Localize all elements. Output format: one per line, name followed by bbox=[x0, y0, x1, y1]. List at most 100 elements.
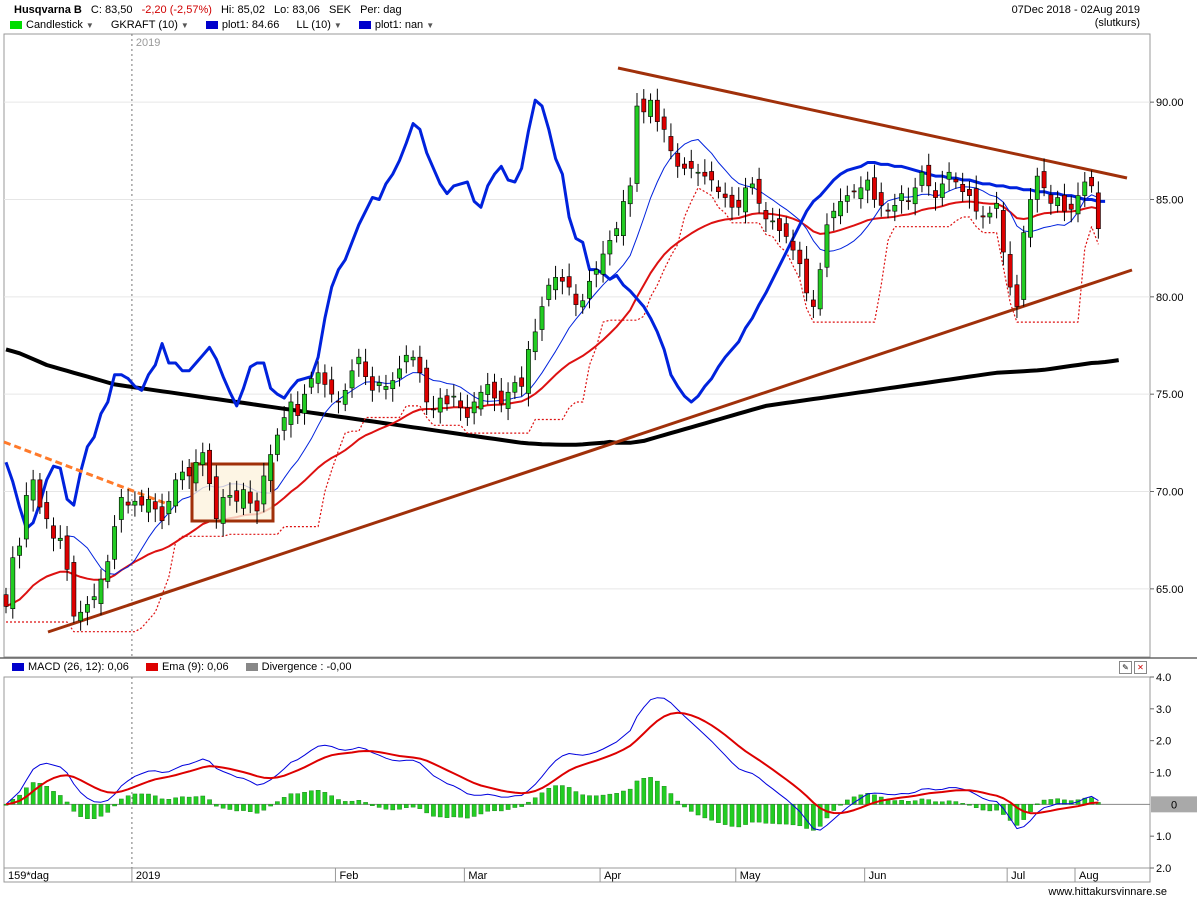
candle-body bbox=[912, 187, 918, 205]
macd-histogram-bar bbox=[750, 804, 755, 823]
candle bbox=[804, 246, 810, 302]
wrench-icon[interactable]: ✎ bbox=[1119, 661, 1132, 674]
candle-body bbox=[770, 220, 776, 223]
month-label: Jul bbox=[1011, 870, 1025, 882]
macd-histogram-bar bbox=[370, 804, 375, 806]
macd-histogram-bar bbox=[1048, 799, 1054, 805]
legend-ema[interactable]: Ema (9): 0,06 bbox=[145, 661, 229, 673]
candle-body bbox=[288, 401, 294, 425]
chevron-down-icon[interactable]: ▼ bbox=[85, 20, 94, 30]
candle-body bbox=[919, 171, 925, 186]
legend-plot1[interactable]: plot1: 84.66 bbox=[205, 19, 279, 31]
macd-histogram-bar bbox=[139, 793, 144, 805]
candle bbox=[1095, 181, 1101, 239]
candle-body bbox=[566, 276, 572, 288]
candle-body bbox=[1014, 284, 1020, 307]
candle bbox=[865, 171, 871, 204]
month-label: Feb bbox=[339, 870, 358, 882]
macd-histogram-bar bbox=[912, 800, 918, 805]
candle-body bbox=[614, 228, 620, 236]
candle-body bbox=[159, 506, 165, 522]
candle-body bbox=[933, 190, 938, 198]
candle-body bbox=[98, 578, 104, 604]
candle-body bbox=[844, 195, 850, 202]
macd-histogram-bar bbox=[397, 804, 402, 810]
macd-swatch bbox=[12, 663, 24, 672]
candle-body bbox=[1028, 199, 1033, 238]
macd-histogram-bar bbox=[512, 804, 518, 808]
legend-ll[interactable]: LL (10) ▼ bbox=[296, 19, 341, 31]
candle bbox=[288, 393, 294, 438]
candle bbox=[933, 182, 938, 211]
macd-histogram-bar bbox=[186, 796, 192, 805]
candle bbox=[885, 203, 891, 218]
legend-label: Ema (9): 0,06 bbox=[161, 661, 229, 673]
macd-histogram-bar bbox=[539, 792, 545, 805]
candle-body bbox=[437, 397, 443, 413]
candle bbox=[532, 318, 538, 361]
macd-histogram-bar bbox=[424, 804, 429, 814]
macd-histogram-bar bbox=[906, 801, 911, 805]
candle-body bbox=[878, 192, 884, 206]
candle bbox=[817, 262, 823, 316]
macd-histogram-bar bbox=[838, 804, 843, 806]
candle bbox=[159, 493, 165, 530]
candle-body bbox=[485, 384, 491, 395]
macd-histogram-bar bbox=[722, 804, 728, 825]
candle bbox=[336, 391, 341, 414]
candle-body bbox=[641, 98, 647, 113]
macd-histogram-bar bbox=[64, 801, 70, 805]
candle-body bbox=[926, 164, 932, 187]
candle bbox=[716, 180, 721, 199]
macd-histogram-bar bbox=[926, 799, 932, 805]
macd-tick-label: 1.0 bbox=[1156, 768, 1171, 780]
legend-label: MACD (26, 12): 0,06 bbox=[28, 661, 129, 673]
macd-histogram-bar bbox=[872, 794, 877, 805]
chevron-down-icon[interactable]: ▼ bbox=[426, 20, 435, 30]
candle bbox=[349, 359, 355, 398]
macd-histogram-bar bbox=[682, 804, 687, 808]
macd-histogram-bar bbox=[295, 793, 301, 805]
legend-candlestick[interactable]: Candlestick ▼ bbox=[10, 19, 94, 31]
candle bbox=[824, 213, 830, 278]
candle-body bbox=[471, 401, 477, 414]
candle bbox=[939, 170, 945, 206]
candle bbox=[736, 187, 742, 216]
candle-body bbox=[492, 381, 497, 399]
candle bbox=[180, 460, 185, 490]
candle bbox=[485, 372, 491, 405]
macd-histogram-bar bbox=[465, 804, 470, 819]
candle-body bbox=[831, 210, 837, 219]
legend-gkraft[interactable]: GKRAFT (10) ▼ bbox=[111, 19, 189, 31]
macd-legend: MACD (26, 12): 0,06 Ema (9): 0,06 Diverg… bbox=[12, 661, 366, 673]
candle-body bbox=[783, 223, 789, 237]
candle-body bbox=[797, 249, 803, 265]
candle bbox=[912, 177, 918, 216]
macd-histogram-bar bbox=[790, 804, 796, 826]
macd-histogram-bar bbox=[146, 793, 151, 805]
candle bbox=[363, 348, 368, 386]
legend-plot1-nan[interactable]: plot1: nan ▼ bbox=[358, 19, 435, 31]
close-icon[interactable]: ✕ bbox=[1134, 661, 1147, 674]
candle bbox=[478, 385, 484, 416]
candle-body bbox=[953, 178, 959, 183]
candle bbox=[295, 391, 301, 424]
candle-body bbox=[146, 499, 151, 513]
macd-histogram-bar bbox=[763, 804, 769, 824]
candle-body bbox=[376, 382, 382, 386]
candle-body bbox=[1007, 254, 1013, 288]
macd-histogram-bar bbox=[234, 804, 239, 812]
support-trendline bbox=[47, 268, 1133, 634]
macd-histogram-bar bbox=[261, 804, 267, 811]
chevron-down-icon[interactable]: ▼ bbox=[333, 20, 342, 30]
candle-body bbox=[91, 596, 97, 601]
macd-histogram-bar bbox=[940, 801, 945, 805]
candle-body bbox=[865, 179, 871, 191]
legend-macd[interactable]: MACD (26, 12): 0,06 bbox=[12, 661, 129, 673]
candle bbox=[166, 491, 172, 526]
candle bbox=[899, 185, 904, 214]
candle-body bbox=[44, 502, 50, 520]
legend-divergence[interactable]: Divergence : -0,00 bbox=[245, 661, 352, 673]
chevron-down-icon[interactable]: ▼ bbox=[180, 20, 189, 30]
